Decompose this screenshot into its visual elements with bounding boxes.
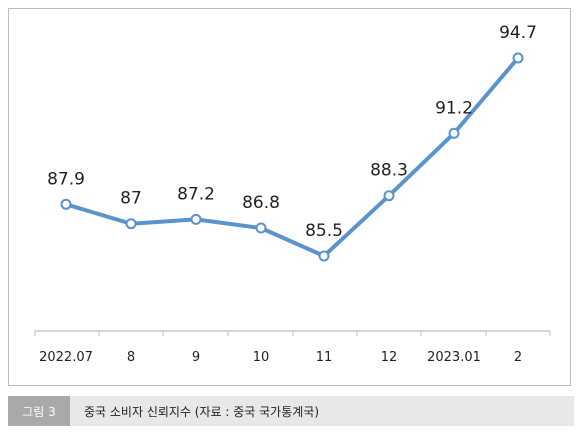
data-label: 94.7 [499, 23, 537, 43]
x-tick-label: 10 [253, 350, 270, 365]
data-label: 87 [120, 189, 142, 209]
x-tick-label: 11 [316, 350, 333, 365]
data-label: 85.5 [305, 221, 343, 241]
x-tick-label: 2022.07 [39, 350, 93, 365]
chart-frame [8, 8, 571, 386]
data-point [318, 250, 330, 262]
figure-caption-text: 중국 소비자 신뢰지수 (자료 : 중국 국가통계국) [84, 404, 320, 419]
figure-number-tag: 그림 3 [8, 396, 70, 426]
data-label: 86.8 [242, 193, 280, 213]
x-tick-label: 12 [381, 350, 398, 365]
data-label: 87.9 [47, 169, 85, 189]
series-line [64, 56, 520, 258]
data-label: 91.2 [435, 98, 473, 118]
data-point [512, 52, 524, 64]
data-point [60, 198, 72, 210]
data-point [125, 218, 137, 230]
x-tick-label: 2023.01 [427, 350, 481, 365]
line-chart: 87.9 87 87.2 86.8 85.5 88.3 91.2 94.7 2022.07 8 9… [34, 23, 551, 365]
data-label: 88.3 [370, 161, 408, 181]
data-point [383, 190, 395, 202]
data-point [190, 213, 202, 225]
x-tick-label: 2 [514, 350, 522, 365]
x-tick-label: 9 [192, 350, 200, 365]
data-label: 87.2 [177, 184, 215, 204]
x-tick-label: 8 [127, 350, 135, 365]
data-point [255, 222, 267, 234]
figure-caption: 그림 3 중국 소비자 신뢰지수 (자료 : 중국 국가통계국) [8, 396, 574, 426]
data-point [448, 127, 460, 139]
